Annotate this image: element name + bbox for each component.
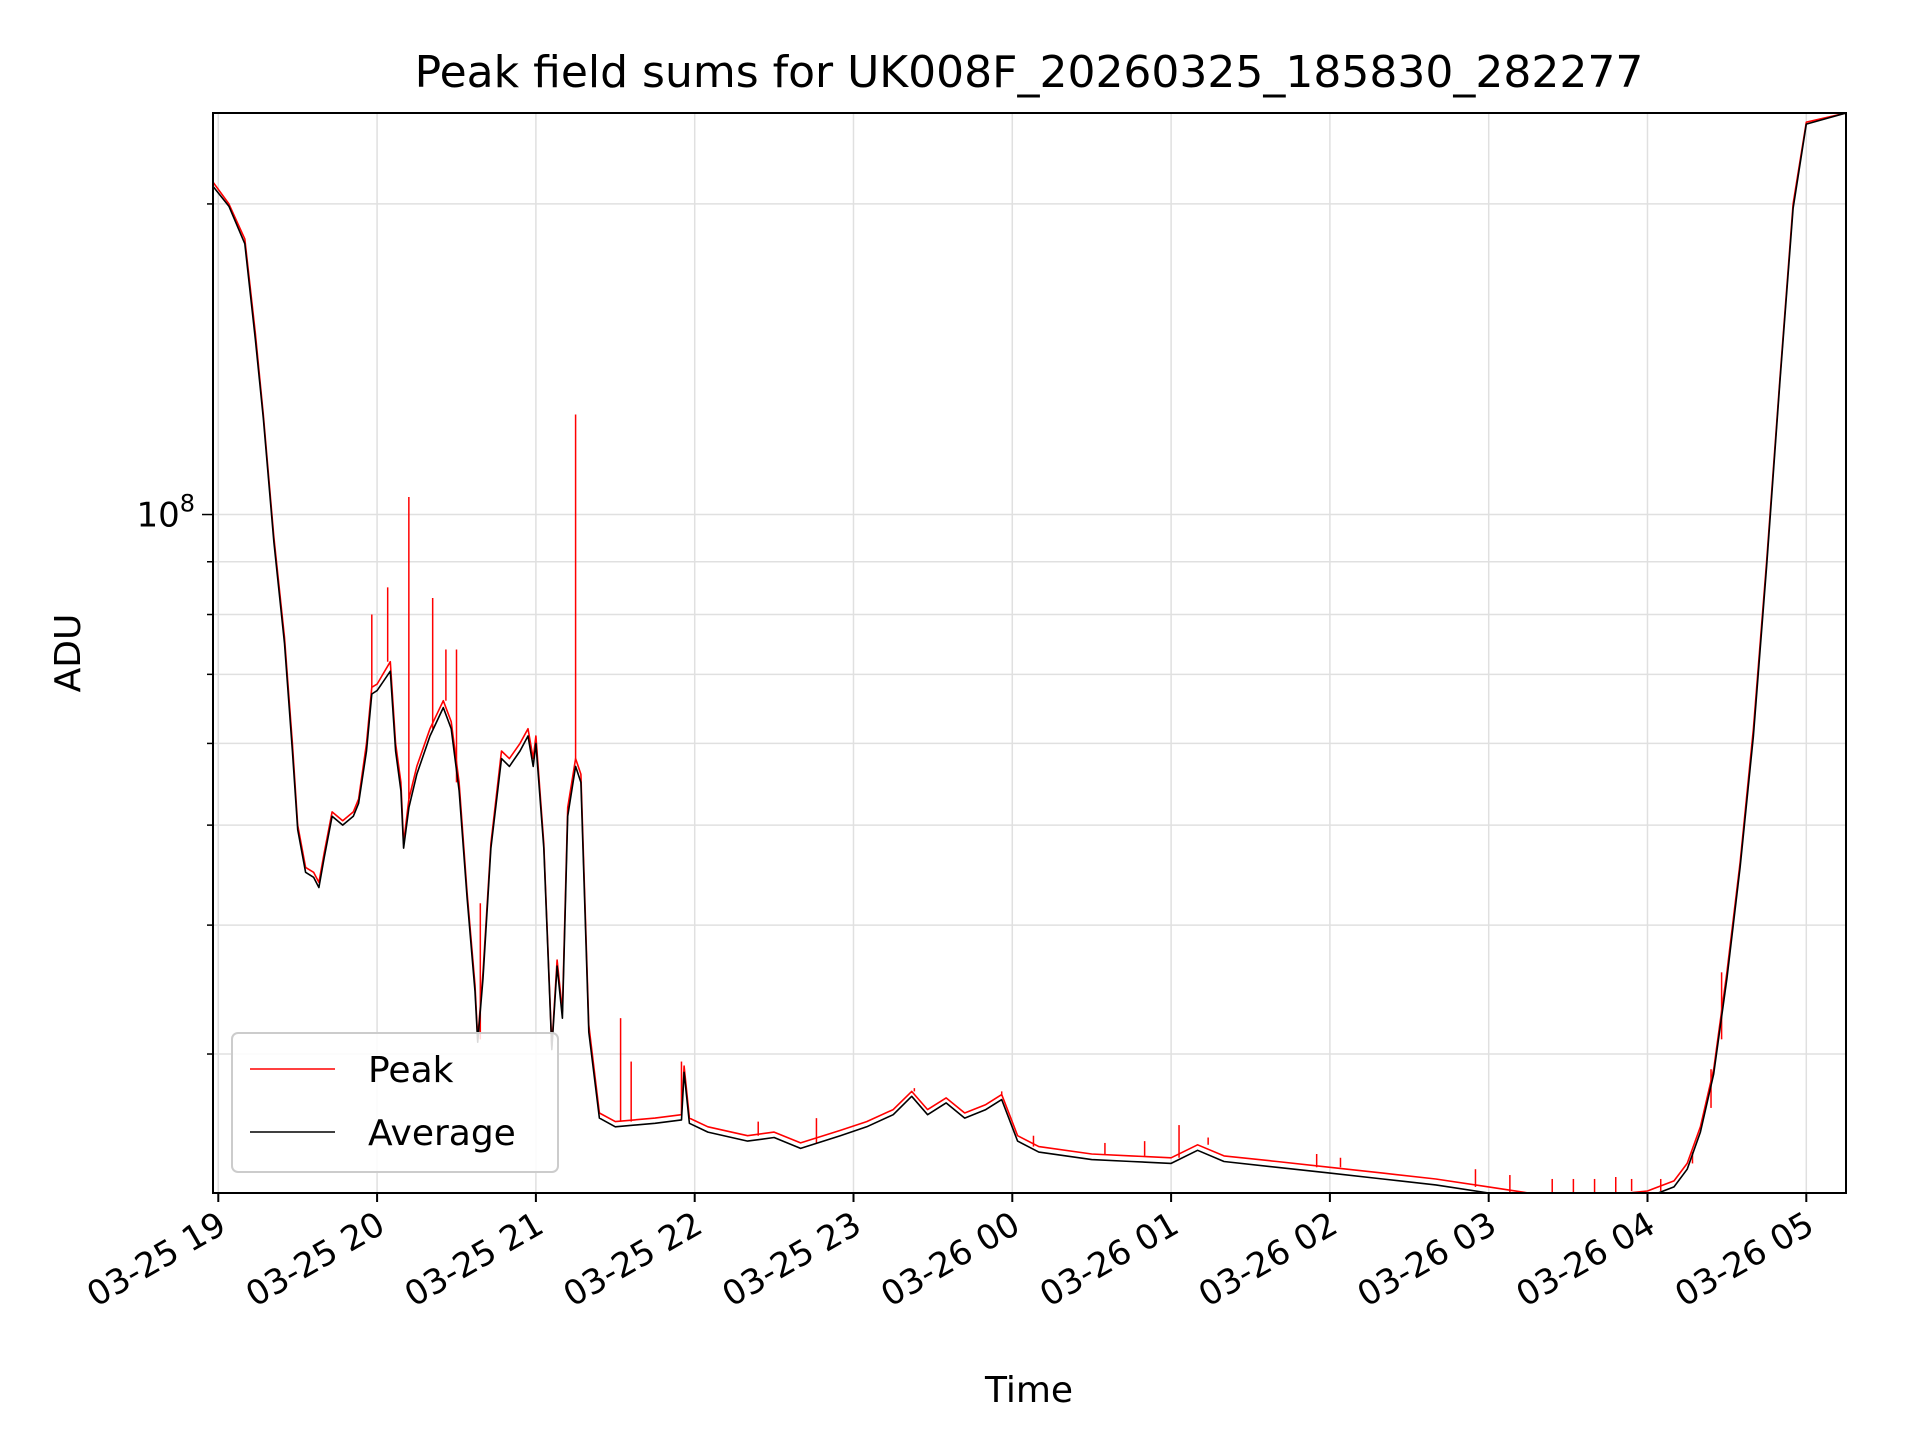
legend-label-average: Average [368,1113,516,1154]
legend-frame [231,1032,559,1173]
series-line-average [213,113,1846,1193]
plot-area [213,113,1846,1193]
y-tick-base: 10 [136,496,179,536]
axes-frame [212,112,1847,1194]
y-axis-label: ADU [48,614,89,693]
series-group [213,113,1846,1193]
grid [213,113,1846,1193]
chart-title: Peak field sums for UK008F_20260325_1858… [415,47,1644,98]
y-tick-exponent: 8 [180,490,195,518]
y-tick-label: 108 [136,490,195,536]
legend-label-peak: Peak [368,1050,454,1091]
legend: Peak Average [231,1032,559,1173]
x-axis-label: Time [984,1370,1073,1411]
